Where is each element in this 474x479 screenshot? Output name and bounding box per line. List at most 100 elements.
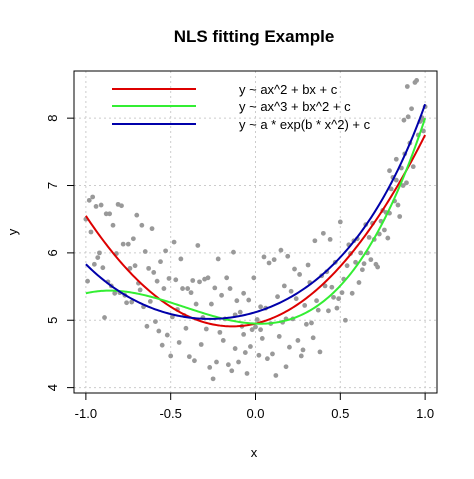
y-tick-label: 5 — [45, 317, 60, 324]
legend-label-expsq: y ~ a * exp(b * x^2) + c — [239, 117, 371, 132]
y-axis-label: y — [5, 228, 20, 235]
x-tick-label: 1.0 — [416, 406, 434, 421]
data-point — [356, 280, 362, 285]
data-point — [275, 294, 280, 300]
fitted-curves — [85, 103, 427, 328]
data-point — [244, 371, 250, 376]
data-point — [190, 278, 196, 283]
data-point — [256, 352, 262, 358]
data-point — [344, 263, 350, 269]
data-point — [276, 334, 282, 339]
data-point — [192, 358, 197, 364]
data-point — [302, 303, 308, 308]
data-point — [404, 180, 409, 186]
data-point — [300, 347, 306, 353]
data-point — [368, 257, 374, 263]
data-point — [95, 255, 101, 260]
data-point — [219, 292, 224, 298]
data-point — [292, 266, 297, 272]
data-point — [227, 286, 233, 291]
data-point — [88, 229, 94, 235]
data-point — [270, 351, 275, 357]
data-point — [249, 327, 255, 333]
data-point — [349, 290, 355, 296]
data-point — [317, 349, 323, 355]
data-point — [334, 305, 340, 311]
data-point — [305, 262, 311, 268]
data-point — [248, 344, 253, 349]
fit-curve-cubic — [85, 117, 427, 325]
legend-label-quad: y ~ ax^2 + bx + c — [239, 82, 338, 97]
y-tick-label: 4 — [45, 384, 60, 391]
data-point — [198, 342, 204, 347]
legend-label-cubic: y ~ ax^3 + bx^2 + c — [239, 99, 351, 114]
data-point — [125, 241, 131, 247]
data-point — [285, 253, 291, 259]
data-point — [359, 267, 365, 273]
data-point — [159, 342, 165, 348]
data-point — [166, 276, 172, 281]
data-point — [375, 264, 381, 270]
data-point — [132, 263, 138, 269]
data-point — [387, 168, 392, 174]
y-tick-label: 6 — [45, 249, 60, 256]
data-point — [266, 260, 272, 266]
data-point — [395, 202, 401, 208]
data-point — [107, 211, 113, 217]
data-point — [278, 247, 284, 253]
chart-title: NLS fitting Example — [174, 27, 335, 46]
data-point — [120, 241, 126, 247]
data-point — [205, 275, 211, 281]
data-point — [173, 277, 179, 283]
data-point — [137, 287, 143, 293]
data-point — [163, 248, 168, 254]
data-point — [130, 236, 136, 242]
data-point — [303, 321, 309, 327]
legend: y ~ ax^2 + bx + c y ~ ax^3 + bx^2 + c y ~ … — [112, 82, 371, 132]
data-point — [98, 202, 104, 208]
data-point — [353, 259, 358, 265]
data-point — [343, 317, 348, 323]
data-point — [241, 331, 247, 337]
data-point — [258, 327, 263, 333]
data-point — [103, 211, 109, 217]
data-point — [254, 317, 260, 322]
data-point — [153, 319, 158, 324]
data-point — [329, 284, 335, 290]
data-point — [186, 354, 192, 360]
data-point — [293, 296, 299, 302]
x-tick-label: 0.0 — [246, 406, 264, 421]
data-point — [207, 365, 213, 370]
data-point — [309, 320, 314, 326]
data-point — [382, 227, 387, 233]
data-point — [253, 324, 258, 330]
data-point — [246, 297, 252, 303]
data-point — [409, 106, 414, 112]
data-point — [119, 203, 124, 209]
data-point — [361, 261, 367, 267]
data-point — [401, 117, 407, 123]
data-point — [397, 214, 403, 219]
data-point — [142, 249, 148, 254]
data-point — [237, 309, 243, 315]
data-point — [400, 183, 406, 188]
data-point — [322, 283, 328, 289]
y-axis: 4 5 6 7 8 — [45, 115, 75, 391]
data-point — [331, 294, 336, 300]
data-point — [393, 177, 399, 183]
data-point — [273, 373, 279, 378]
data-point — [264, 356, 270, 362]
fit-curve-expsq — [85, 103, 427, 320]
data-point — [100, 265, 106, 271]
data-point — [91, 261, 97, 267]
data-point — [242, 350, 248, 355]
data-point — [366, 234, 372, 240]
data-point — [208, 301, 214, 307]
data-point — [234, 298, 240, 304]
data-point — [158, 259, 163, 265]
data-point — [127, 265, 133, 271]
data-point — [287, 344, 292, 350]
data-point — [215, 256, 221, 262]
data-point — [337, 219, 343, 225]
data-point — [320, 230, 326, 236]
